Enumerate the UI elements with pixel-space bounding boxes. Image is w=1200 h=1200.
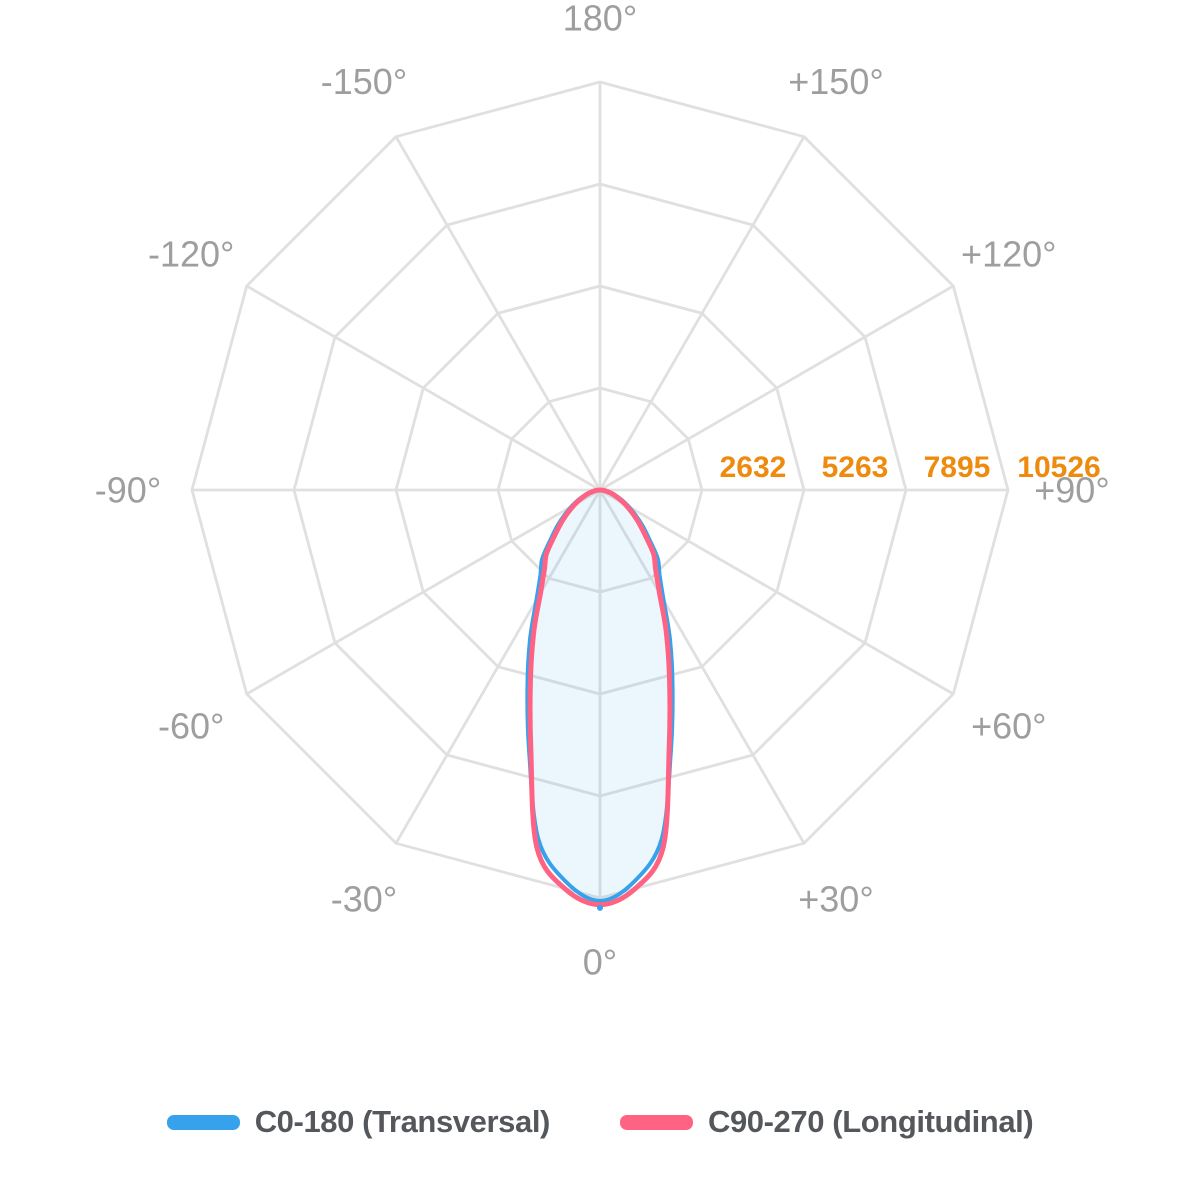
angle-label-plusminus-60deg: +60°: [971, 706, 1046, 747]
c0-180-point-marker: [597, 904, 603, 911]
legend-item-c0-180[interactable]: C0-180 (Transversal): [166, 1104, 551, 1140]
angle-label-plusminus-90deg: +90°: [1034, 470, 1109, 511]
angle-label-0deg: 0°: [583, 942, 617, 983]
grid-spoke-210deg: [394, 135, 602, 491]
angle-label-plusminus-150deg: +150°: [788, 61, 883, 102]
legend-label-c0-180: C0-180 (Transversal): [254, 1104, 551, 1139]
angle-labels: 0° +30° +60° +90° +120° +150° 180° -150° -120° -9…: [95, 0, 1110, 983]
grid-spoke-300deg: [245, 488, 601, 696]
radial-tick-2632: 2632: [720, 451, 787, 484]
radial-tick-10526: 10526: [1017, 451, 1100, 484]
radial-tick-labels: 2632 5263 7895 10526: [720, 451, 1101, 484]
grid-spoke-330deg: [394, 489, 602, 845]
grid-spoke-60deg: [599, 488, 955, 696]
angle-label-minus-150deg: -150°: [321, 61, 407, 102]
grid-spoke-150deg: [598, 135, 806, 491]
angle-label-plusminus-120deg: +120°: [961, 234, 1056, 275]
legend-item-c90-270[interactable]: C90-270 (Longitudinal): [619, 1104, 1034, 1140]
angle-label-plusminus-30deg: +30°: [798, 878, 873, 919]
legend-label-c90-270: C90-270 (Longitudinal): [707, 1104, 1034, 1139]
radial-tick-7895: 7895: [924, 451, 991, 484]
legend-color-swatch-c0-180: [166, 1114, 240, 1130]
angle-label-minus-120deg: -120°: [148, 234, 234, 275]
c90-270-curve: [527, 487, 673, 908]
angle-label-minus-90deg: -90°: [95, 470, 161, 511]
series-curves: [525, 487, 675, 911]
grid-spoke-240deg: [245, 284, 601, 492]
angle-label-180deg: 180°: [563, 0, 637, 39]
angle-label-minus-60deg: -60°: [158, 706, 224, 747]
radial-tick-5263: 5263: [822, 451, 889, 484]
chart-legend: C0-180 (Transversal) C90-270 (Longitudin…: [0, 1104, 1200, 1140]
grid-spoke-30deg: [598, 489, 806, 845]
angle-label-minus-30deg: -30°: [331, 878, 397, 919]
grid-spokes: [192, 82, 1008, 898]
grid-spoke-120deg: [599, 284, 955, 492]
legend-color-swatch-c90-270: [619, 1114, 693, 1130]
